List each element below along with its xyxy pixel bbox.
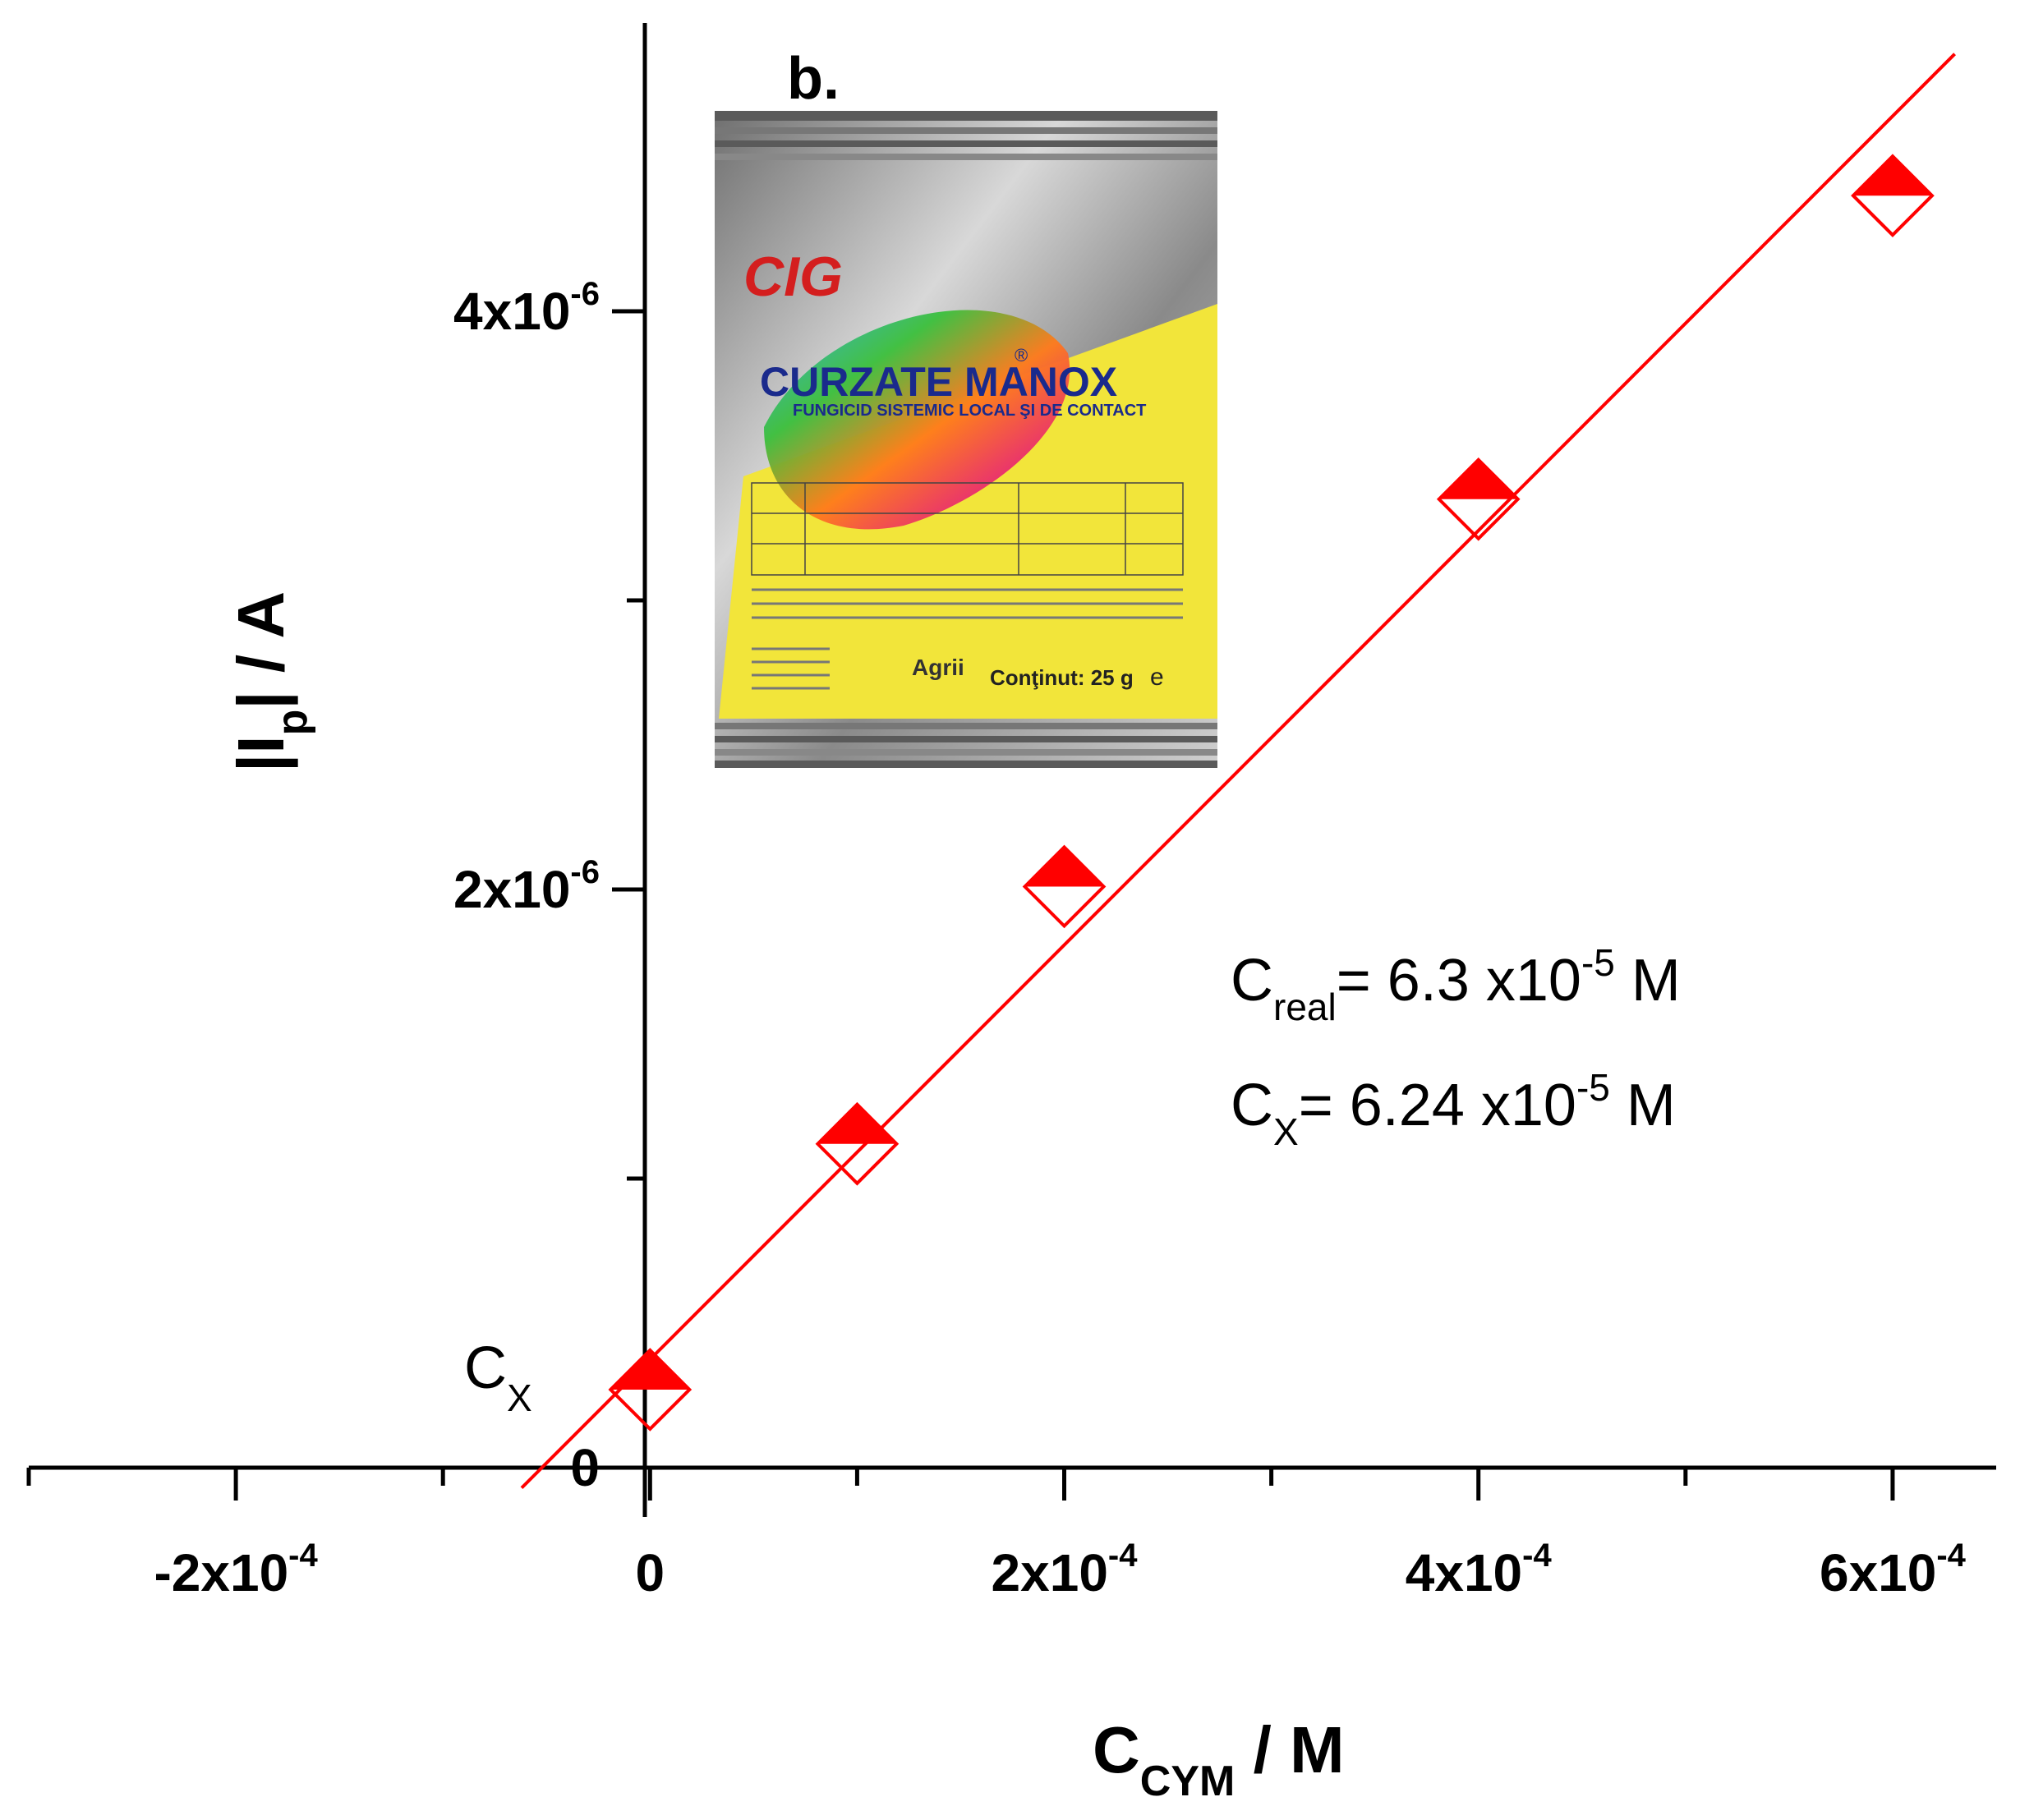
marker-outline [1022,844,1107,929]
foil-crimp-bottom [715,723,1217,768]
content-weight: Conţinut: 25 g [990,665,1134,690]
data-point [1851,154,1935,238]
registered-mark: ® [1015,345,1028,365]
product-subtitle: FUNGICID SISTEMIC LOCAL ŞI DE CONTACT [793,402,1146,420]
marker-filled-half [1024,847,1104,887]
x-tick-label: 2x10-4 [992,1537,1139,1602]
data-point [1022,844,1107,929]
chart-labels: Creal= 6.3 x10-5 M CX= 6.24 x10-5 M CX CCYM… [224,591,1681,1805]
x-tick-label: 6x10-4 [1820,1537,1967,1602]
axes: -2x10-4 0 2x10-4 4x10-4 6x10-4 0 2x10-6 4x10-6 [26,23,1996,1602]
estimated-mark: e [1150,664,1164,691]
x-tick-label: 4x10-4 [1406,1537,1553,1602]
label-fineprint [752,588,1183,690]
annotation-text: CX= 6.24 x10-5 M [1231,1066,1676,1153]
marker-filled-half [610,1349,690,1390]
annotation-text: Creal= 6.3 x10-5 M [1231,941,1681,1028]
distributor-logo: Agrii [912,655,964,680]
x-tick-label: -2x10-4 [154,1537,318,1602]
x-tick-label: 0 [636,1543,665,1602]
data-markers [608,154,1935,1432]
intercept-label: CX [464,1335,532,1419]
fit-line [520,53,1956,1490]
y-tick-label: 0 [570,1438,600,1497]
yellow-label [719,304,1217,719]
product-packet-image: CIG CURZATE MANOX ® FUNGICID SISTEMIC LO… [715,111,1217,768]
marker-outline [815,1101,900,1186]
fit-line-group [520,53,1956,1490]
data-point [815,1101,900,1186]
cig-logo: CIG [743,246,843,308]
panel-label: b. [787,46,840,112]
brand-name: CURZATE MANOX [760,359,1117,405]
marker-outline [1851,154,1935,238]
data-point [1436,457,1521,541]
label-table [751,482,1184,576]
data-point [608,1348,693,1432]
foil-crimp-top [715,111,1217,160]
marker-outline [1436,457,1521,541]
y-tick-label: 2x10-6 [453,854,600,919]
y-axis-title: |Ip| / A [224,591,316,772]
swirl-logo [764,310,1070,530]
marker-outline [608,1348,693,1432]
marker-filled-half [1438,459,1518,499]
marker-filled-half [1852,156,1932,196]
marker-filled-half [817,1104,897,1144]
x-axis-title: CCYM / M [1093,1713,1345,1805]
y-tick-label: 4x10-6 [453,276,600,341]
